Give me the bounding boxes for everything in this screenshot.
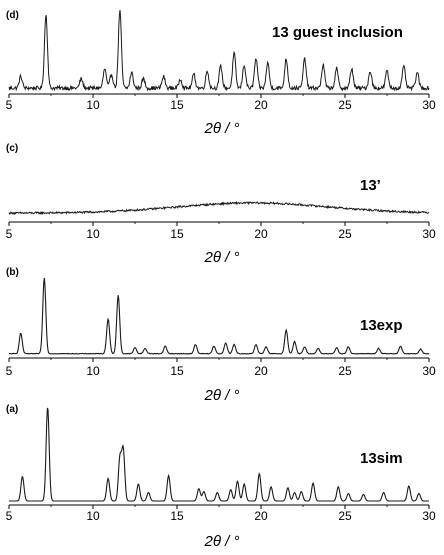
diffraction-trace: [8, 9, 430, 92]
x-tick-label: 5: [6, 98, 13, 112]
x-tick-label: 30: [422, 364, 436, 378]
panel-label: (d): [6, 10, 19, 21]
x-axis-title: 2θ / °: [204, 120, 240, 137]
x-tick-label: 10: [86, 364, 100, 378]
x-tick-label: 5: [6, 227, 13, 241]
panel-label: (c): [6, 143, 18, 154]
xrd-panel-a: (a) 13sim 5 10 15 20 25 30 2θ / °: [6, 404, 436, 550]
xrd-panel-d: (d) 13 guest inclusion 5 10 15 20 25 30 2θ / °: [6, 9, 436, 137]
x-tick-label: 15: [170, 227, 184, 241]
x-tick-label: 10: [86, 509, 100, 523]
xrd-panel-b: (b) 13exp 5 10 15 20 25 30 2θ / °: [6, 267, 436, 404]
x-tick-label: 15: [170, 364, 184, 378]
x-tick-label: 30: [422, 98, 436, 112]
sample-annotation: 13exp: [360, 317, 403, 334]
x-tick-label: 20: [254, 98, 268, 112]
x-tick-label: 5: [6, 364, 13, 378]
sample-annotation: 13’: [360, 177, 381, 194]
panel-label: (b): [6, 267, 19, 278]
sample-annotation: 13 guest inclusion: [272, 24, 403, 41]
x-axis-title: 2θ / °: [204, 249, 240, 266]
x-tick-label: 30: [422, 227, 436, 241]
x-tick-label: 15: [170, 98, 184, 112]
x-axis-title: 2θ / °: [204, 533, 240, 550]
x-tick-label: 30: [422, 509, 436, 523]
diffraction-trace: [8, 201, 430, 216]
x-tick-label: 25: [338, 98, 352, 112]
diffraction-trace: [9, 407, 429, 502]
diffraction-trace: [8, 277, 430, 355]
x-tick-label: 10: [86, 227, 100, 241]
x-tick-label: 5: [6, 509, 13, 523]
x-tick-label: 15: [170, 509, 184, 523]
xrd-panel-c: (c) 13’ 5 10 15 20 25 30 2θ / °: [6, 143, 436, 266]
x-tick-label: 20: [254, 364, 268, 378]
x-tick-label: 10: [86, 98, 100, 112]
panel-label: (a): [6, 404, 18, 415]
x-tick-label: 20: [254, 509, 268, 523]
x-tick-label: 25: [338, 509, 352, 523]
x-tick-label: 25: [338, 227, 352, 241]
x-tick-label: 25: [338, 364, 352, 378]
x-tick-label: 20: [254, 227, 268, 241]
x-axis-title: 2θ / °: [204, 387, 240, 404]
sample-annotation: 13sim: [360, 450, 403, 467]
